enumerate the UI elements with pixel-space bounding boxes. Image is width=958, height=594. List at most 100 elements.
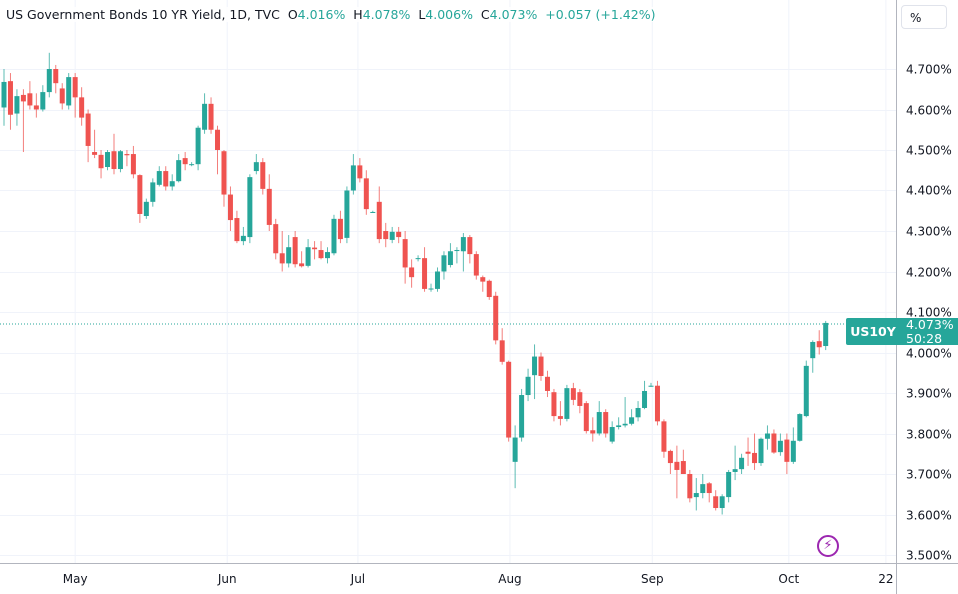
candle [551,388,557,422]
change-value: +0.057 (+1.42%) [545,7,656,22]
candle-body [117,151,123,170]
candle [583,401,589,434]
candle-body [493,295,499,341]
candle [719,494,725,515]
candle [389,226,395,244]
y-tick-label: 3.900% [906,387,952,401]
candle-body [441,255,447,272]
candle-body [577,392,583,406]
candle [499,328,505,365]
candle-body [680,461,686,474]
candle-body [208,103,214,130]
candle-body [227,194,233,221]
candle-body [92,152,98,155]
candle [72,73,78,118]
candle-body [357,165,363,179]
candle-body [551,392,557,417]
candle [480,275,486,292]
last-price-label: 4.073% 50:28 [900,318,958,345]
candle [790,427,796,464]
candle [402,231,408,284]
x-tick-label: 22 [878,572,893,586]
candle [1,69,7,126]
candle [383,222,389,248]
candle [150,178,156,207]
time-axis[interactable]: May Jun Jul Aug Sep Oct 22 [63,572,894,586]
candle [415,255,421,262]
candle [350,154,356,195]
candle-body [169,181,175,187]
x-tick-label: May [63,572,88,586]
candle [227,186,233,231]
candle-body [105,152,111,168]
candle-body [823,322,829,347]
candle-body [674,461,680,470]
candle-body [182,158,188,165]
candle [758,437,764,466]
candle-body [98,154,104,169]
candle-body [771,433,777,453]
candle-body [732,469,738,472]
candle [156,166,162,187]
candle-body [454,250,460,252]
candle-body [519,395,525,438]
scale-percent-button[interactable]: % [901,5,947,29]
candle-body [739,457,745,470]
candle-body [752,452,758,464]
candle-body [726,471,732,498]
low-label: L [418,7,426,22]
candle [732,445,738,481]
candle [797,413,803,442]
candle-body [325,252,330,259]
candle [538,352,544,381]
x-tick-label: Aug [498,572,521,586]
candle-body [525,376,531,396]
candle-body [506,361,512,438]
candle [40,85,46,112]
candle-body [79,97,85,118]
candle [810,340,816,373]
candle [182,152,188,171]
candle [739,453,745,474]
candle-body [434,271,440,289]
candle-body [415,258,421,260]
x-tick-label: Jun [217,572,237,586]
candle [396,226,402,244]
candle-body [583,403,589,432]
candle [635,401,641,422]
candle [409,259,415,288]
y-tick-label: 4.000% [906,347,952,361]
candles [1,52,829,515]
candle-body [273,224,279,254]
candle-body [312,247,318,250]
symbol-title: US Government Bonds 10 YR Yield, 1D, TVC [6,7,280,22]
candle [570,382,576,406]
candle-body [499,340,505,362]
candle-body [590,430,596,434]
candle [693,478,699,511]
candle [557,401,563,426]
candle [512,425,518,489]
candle [447,243,453,268]
candle-body [370,211,376,213]
candle [279,231,285,272]
candle-body [486,280,492,298]
candle [745,437,751,466]
candle [163,166,169,191]
candle [648,382,654,387]
last-price-value: 4.073% [906,317,954,332]
candle [654,380,660,426]
candle-body [66,77,72,106]
candle-body [240,235,246,242]
candle-body [570,388,576,400]
lightning-icon[interactable]: ⚡︎ [817,535,839,557]
candle [299,251,305,268]
price-axis[interactable]: 4.700% 4.600% 4.500% 4.400% 4.300% 4.200% 4.10… [906,63,952,563]
candle [247,174,253,244]
candle-body [163,171,169,187]
candle [706,482,712,503]
candle-body [784,439,790,462]
candle-body [143,201,149,217]
candle [195,125,201,171]
